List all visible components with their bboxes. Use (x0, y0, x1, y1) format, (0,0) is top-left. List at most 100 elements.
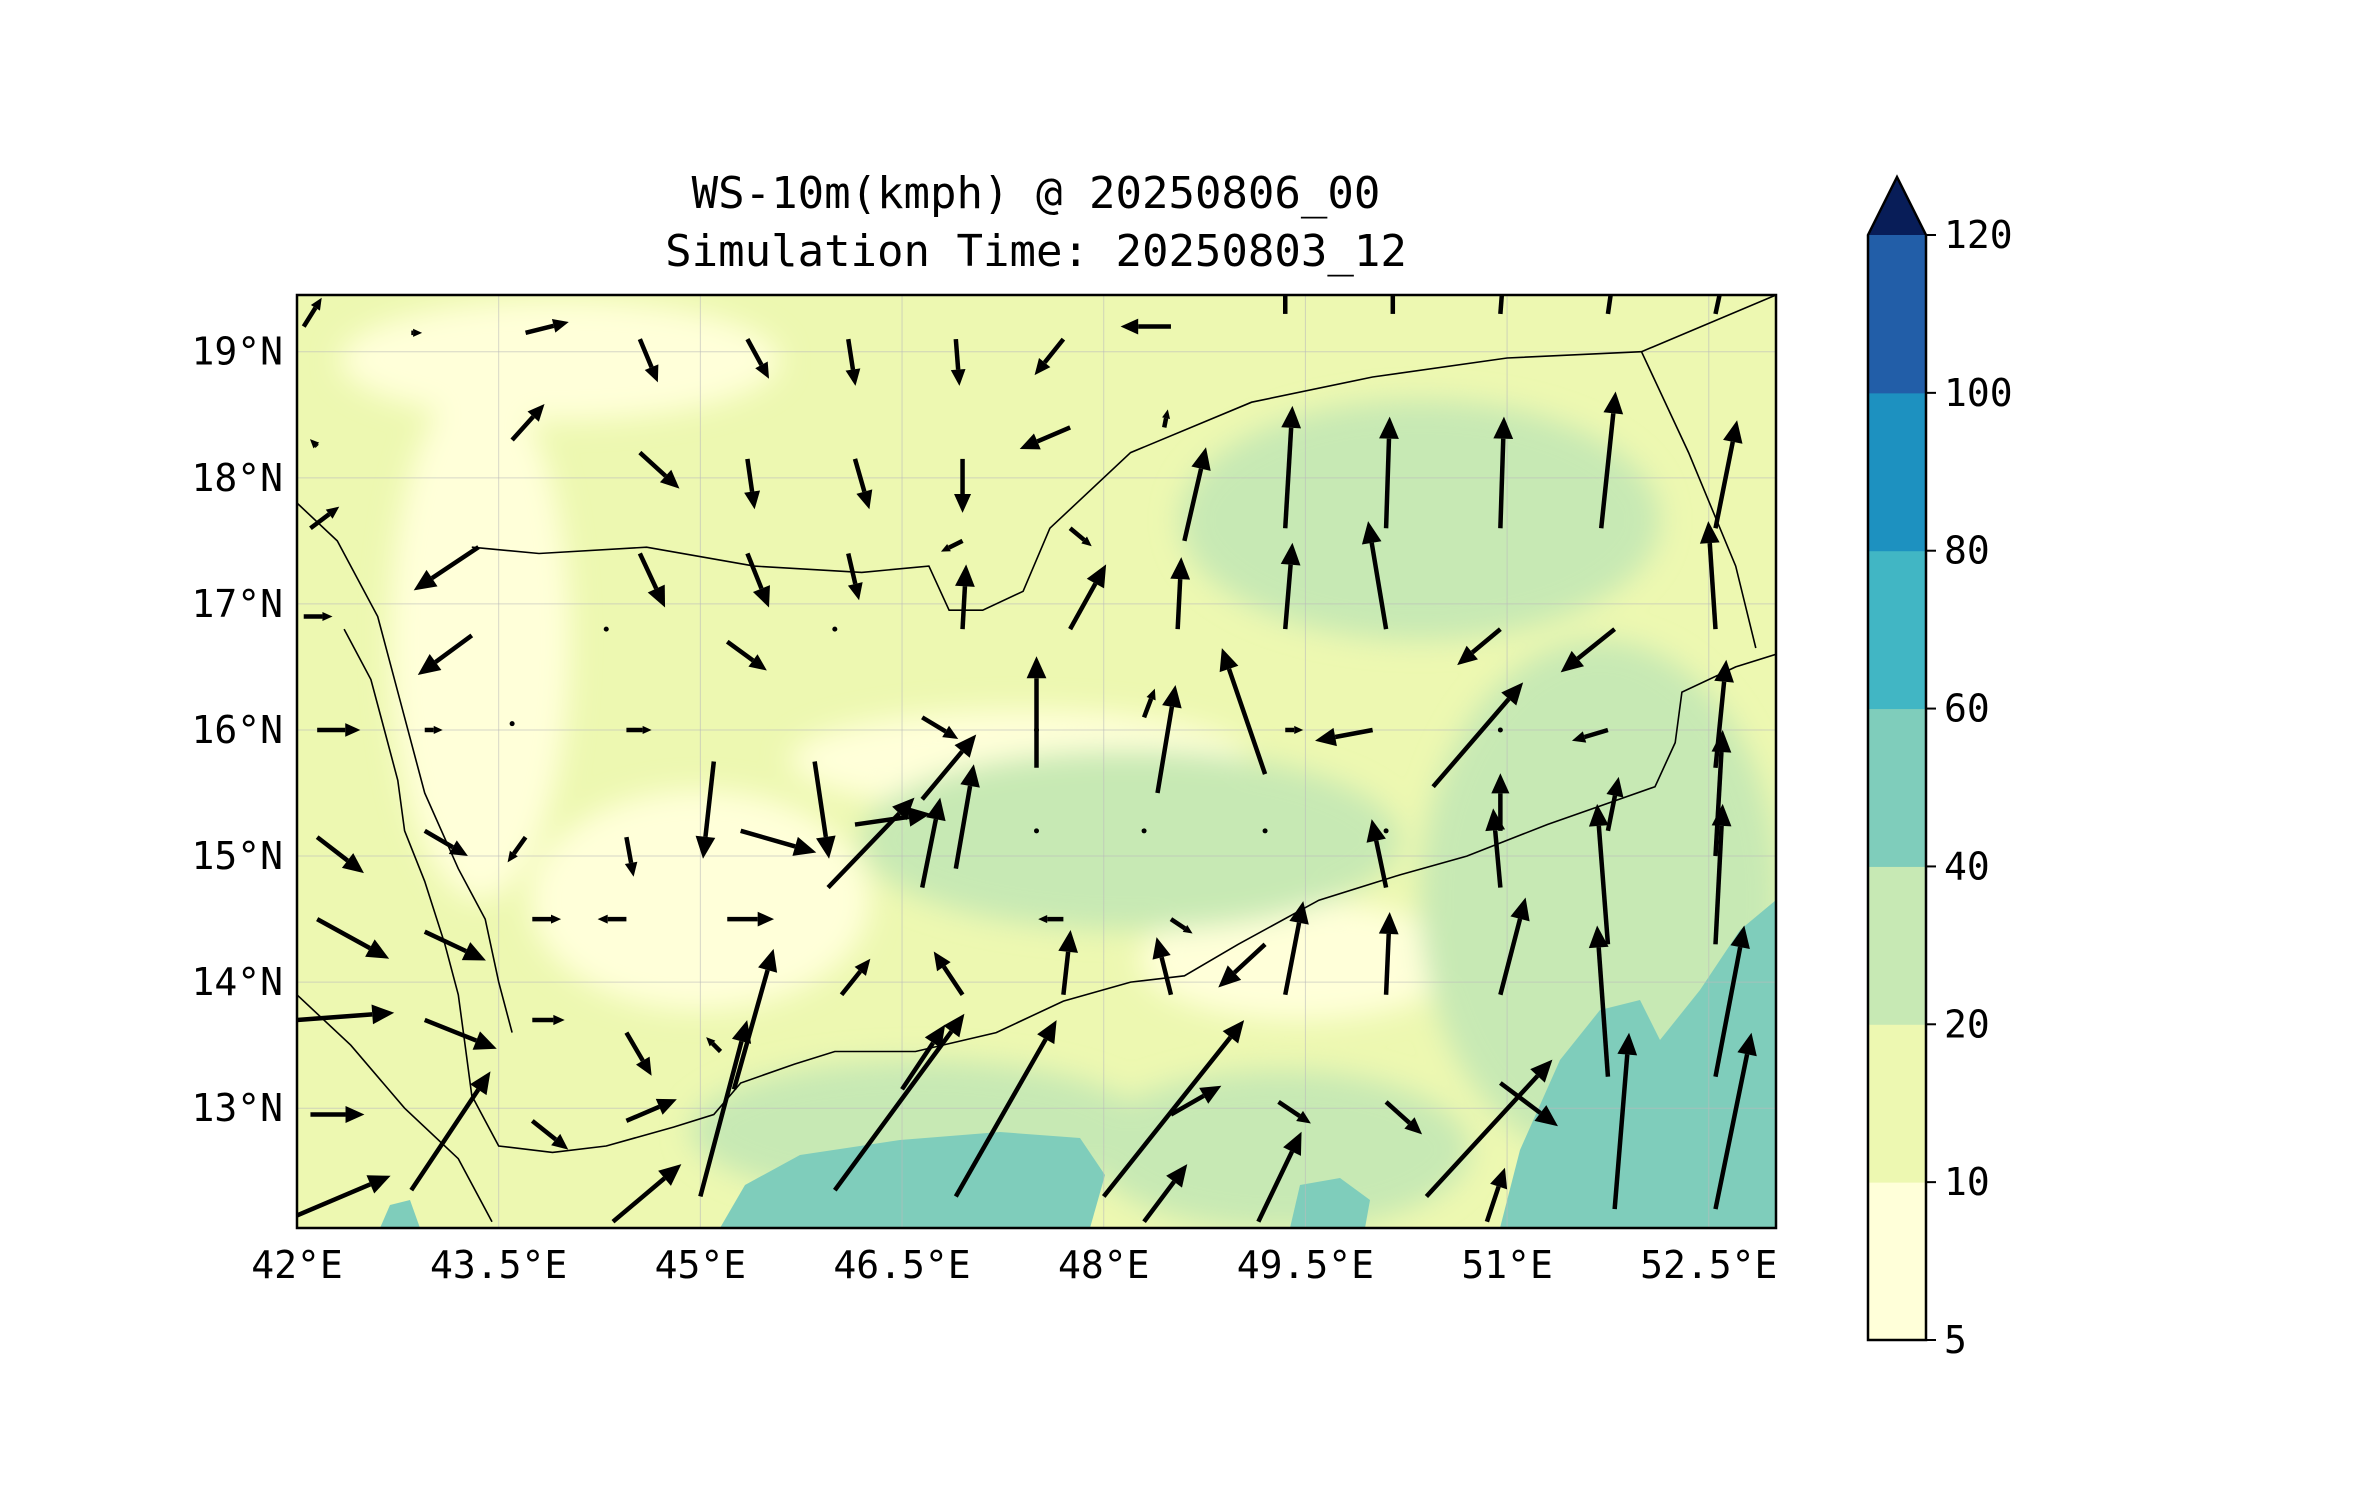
wind-arrow (846, 552, 863, 601)
wind-arrow (1019, 425, 1071, 450)
wind-arrow (1384, 1100, 1423, 1135)
wind-arrow (854, 807, 931, 827)
wind-arrow (826, 797, 915, 890)
map-panel: 42°E 43.5°E 45°E 46.5°E 48°E 49.5°E 51°E 52.5°E… (191, 293, 1852, 1287)
wind-arrow (695, 761, 717, 859)
colorbar-tick-label: 100 (1944, 371, 2013, 415)
x-tick-label: 46.5°E (833, 1243, 970, 1287)
wind-arrow (297, 1004, 395, 1025)
wind-arrow (1612, 1032, 1638, 1210)
wind-arrow (1378, 911, 1399, 995)
border-oman-yemen (1640, 351, 1757, 649)
wind-arrow (900, 1024, 946, 1091)
fill-zone-light-west (390, 380, 570, 900)
wind-arrow (706, 1037, 723, 1054)
wind-arrow (1162, 409, 1171, 428)
wind-arrow (317, 723, 361, 737)
wind-arrow (530, 1119, 569, 1150)
wind-arrow (954, 458, 972, 513)
wind-arrow (950, 338, 966, 386)
wind-arrow (1711, 730, 1732, 857)
colorbar-segment (1868, 708, 1926, 867)
wind-arrow (1713, 925, 1750, 1078)
y-tick-label: 18°N (191, 456, 283, 500)
wind-arrow (953, 764, 980, 870)
wind-arrow (1256, 1131, 1302, 1223)
wind-arrow (1499, 1081, 1558, 1127)
colorbar-tick-label: 80 (1944, 529, 1990, 573)
wind-arrow (423, 828, 468, 857)
wind-arrow (1390, 295, 1396, 314)
wind-arrow (1101, 1020, 1245, 1198)
wind-arrow (845, 338, 861, 386)
wind-arrow (1571, 727, 1609, 743)
fill-zone-light-north (340, 300, 780, 420)
coastline-red-sea (297, 502, 513, 1033)
wind-arrow (1605, 295, 1613, 315)
wind-arrow (626, 725, 652, 735)
wind-arrow (955, 564, 975, 630)
wind-arrow (940, 538, 964, 552)
wind-arrow (1457, 627, 1502, 666)
wind-arrow (315, 835, 364, 874)
wind-arrow (1493, 416, 1514, 529)
colorbar-tick-label: 60 (1944, 687, 1990, 731)
wind-arrow (409, 1071, 491, 1192)
wind-arrow (597, 914, 627, 924)
wind-arrow (301, 297, 322, 328)
wind-arrow (1170, 557, 1191, 630)
wind-arrow (1034, 337, 1066, 376)
wind-arrow (1218, 942, 1267, 988)
wind-arrow (745, 552, 770, 608)
x-tick-label: 52.5°E (1640, 1243, 1777, 1287)
x-tick-label: 51°E (1461, 1243, 1553, 1287)
wind-arrow (1182, 447, 1211, 542)
map-frame (295, 293, 1778, 1230)
title-line-1: WS-10m(kmph) @ 20250806_00 (692, 168, 1381, 219)
wind-arrow (1713, 420, 1743, 529)
wind-arrow (603, 626, 609, 632)
fill-zone-strong-gulf (720, 1132, 1105, 1228)
wind-arrow (624, 1031, 652, 1076)
coastlines (297, 295, 1776, 1223)
wind-arrow (921, 715, 959, 739)
wind-arrow (1034, 828, 1039, 834)
wind-arrow (1277, 1100, 1311, 1124)
wind-arrow (510, 403, 545, 442)
wind-arrow (812, 761, 836, 859)
wind-arrow (316, 917, 390, 959)
wind-arrow (423, 1017, 497, 1050)
wind-arrow (832, 626, 838, 632)
wind-arrow (745, 338, 770, 379)
wind-arrow (1431, 682, 1524, 789)
wind-arrow (532, 1014, 565, 1026)
colorbar-tick-label: 5 (1944, 1318, 1967, 1362)
colorbar-segment (1868, 866, 1926, 1025)
wind-arrow (1366, 819, 1389, 889)
wind-arrow (920, 797, 946, 889)
wind-arrow (1281, 405, 1302, 529)
y-tick-labels: 19°N 18°N 17°N 16°N 15°N 14°N 13°N (191, 330, 283, 1130)
x-tick-label: 49.5°E (1237, 1243, 1374, 1287)
wind-arrow (1816, 1131, 1852, 1203)
wind-arrow (1588, 925, 1611, 1077)
wind-arrow (1424, 1059, 1553, 1199)
wind-arrow (1598, 391, 1624, 529)
wind-arrow (933, 951, 965, 996)
wind-arrow (309, 439, 320, 449)
wind-arrow (1605, 776, 1624, 832)
wind-arrow (725, 639, 767, 671)
colorbar-tick-label: 10 (1944, 1160, 1990, 1204)
wind-arrow (1498, 295, 1505, 315)
fill-zone-strong-coast (1290, 1178, 1370, 1228)
y-tick-label: 15°N (191, 834, 283, 878)
wind-arrow (611, 1164, 682, 1224)
y-tick-label: 14°N (191, 960, 283, 1004)
colorbar-outline (1866, 174, 1928, 1342)
wind-arrow (310, 1106, 365, 1124)
wind-arrow (1816, 705, 1850, 856)
colorbar-segment (1868, 1024, 1926, 1183)
wind-arrow (1152, 937, 1174, 996)
wind-arrow (1816, 926, 1850, 1077)
wind-arrow (1713, 295, 1722, 315)
